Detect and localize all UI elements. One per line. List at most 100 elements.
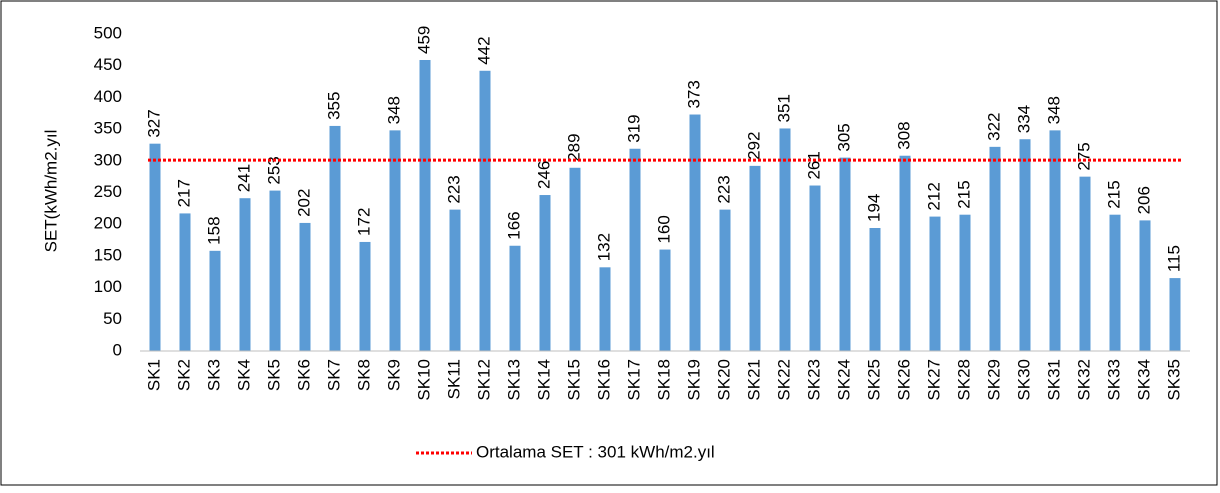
data-label: 223 (714, 175, 733, 203)
data-label: 215 (954, 180, 973, 208)
data-label: 115 (1164, 245, 1183, 272)
y-tick-label: 250 (94, 182, 122, 201)
x-tick-label: SK16 (594, 359, 613, 401)
x-tick-label: SK20 (714, 359, 733, 401)
data-label: 348 (384, 96, 403, 124)
data-label: 132 (594, 233, 613, 261)
bar (1139, 220, 1151, 351)
y-axis-label: SET(kWh/m2.yıl (41, 130, 60, 253)
bar (269, 190, 281, 351)
data-label: 158 (204, 216, 223, 244)
bar (389, 130, 401, 351)
x-tick-label: SK12 (474, 359, 493, 401)
bar (899, 155, 911, 351)
x-tick-label: SK19 (684, 359, 703, 401)
bar (359, 241, 371, 351)
x-tick-label: SK23 (804, 359, 823, 401)
bar (329, 125, 341, 352)
x-tick-label: SK15 (564, 359, 583, 401)
y-tick-label: 400 (94, 87, 122, 106)
bar (629, 148, 641, 351)
x-tick-label: SK5 (264, 359, 283, 391)
data-label: 206 (1134, 186, 1153, 214)
x-tick-label: SK4 (234, 359, 253, 391)
bar (299, 222, 311, 351)
x-tick-label: SK1 (144, 359, 163, 391)
bar (599, 267, 611, 351)
bar (839, 157, 851, 351)
x-tick-label: SK10 (414, 359, 433, 401)
y-tick-label: 200 (94, 214, 122, 233)
legend-label: Ortalama SET : 301 kWh/m2.yıl (476, 442, 715, 461)
bar (239, 198, 251, 351)
bar (149, 143, 161, 351)
x-tick-label: SK24 (834, 359, 853, 401)
data-label: 223 (444, 175, 463, 203)
data-label: 334 (1014, 105, 1033, 133)
bar (929, 216, 941, 351)
data-label: 241 (234, 164, 253, 192)
data-label: 351 (774, 94, 793, 122)
y-tick-label: 100 (94, 277, 122, 296)
x-tick-label: SK22 (774, 359, 793, 401)
bar (1109, 214, 1121, 351)
data-label: 194 (864, 194, 883, 222)
y-tick-label: 300 (94, 150, 122, 169)
data-label: 172 (354, 208, 373, 236)
bar (479, 70, 491, 351)
x-tick-label: SK28 (954, 359, 973, 401)
bar (1019, 139, 1031, 351)
x-tick-label: SK11 (444, 359, 463, 399)
data-label: 355 (324, 92, 343, 120)
bar (1169, 278, 1181, 351)
x-tick-label: SK31 (1044, 359, 1063, 401)
data-label: 261 (804, 151, 823, 179)
bar (1049, 130, 1061, 351)
x-tick-label: SK21 (744, 359, 763, 401)
x-tick-label: SK18 (654, 359, 673, 401)
data-label: 202 (294, 189, 313, 217)
data-label: 322 (984, 112, 1003, 140)
data-label: 215 (1104, 180, 1123, 208)
data-label: 275 (1074, 142, 1093, 170)
y-tick-label: 50 (103, 309, 122, 328)
x-tick-label: SK13 (504, 359, 523, 401)
data-label: 308 (894, 121, 913, 149)
y-tick-label: 150 (94, 245, 122, 264)
x-tick-label: SK9 (384, 359, 403, 391)
bar (1079, 176, 1091, 351)
data-label: 289 (564, 133, 583, 161)
y-tick-label: 350 (94, 119, 122, 138)
x-tick-label: SK17 (624, 359, 643, 401)
data-label: 442 (474, 36, 493, 64)
bar (719, 209, 731, 351)
bar (749, 165, 761, 351)
bar (569, 167, 581, 351)
x-tick-label: SK6 (294, 359, 313, 391)
x-tick-label: SK33 (1104, 359, 1123, 401)
bar (209, 250, 221, 351)
x-tick-label: SK30 (1014, 359, 1033, 401)
data-label: 348 (1044, 96, 1063, 124)
bar (419, 59, 431, 352)
bar (659, 249, 671, 351)
data-label: 305 (834, 123, 853, 151)
data-label: 217 (174, 179, 193, 207)
x-tick-label: SK25 (864, 359, 883, 401)
bar (869, 228, 881, 351)
data-label: 246 (534, 161, 553, 189)
bar (689, 114, 701, 351)
x-tick-label: SK34 (1134, 359, 1153, 401)
bar (779, 128, 791, 351)
bar (959, 214, 971, 351)
y-tick-label: 450 (94, 55, 122, 74)
data-label: 373 (684, 80, 703, 108)
x-tick-label: SK8 (354, 359, 373, 391)
bar (809, 185, 821, 351)
data-label: 253 (264, 156, 283, 184)
bar (179, 213, 191, 351)
x-tick-label: SK29 (984, 359, 1003, 401)
